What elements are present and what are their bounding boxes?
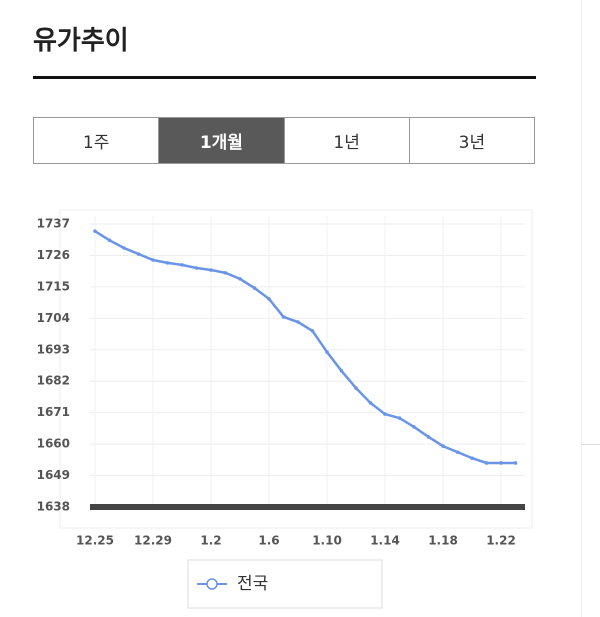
- y-tick-label: 1693: [37, 342, 70, 356]
- period-tabs: 1주 1개월 1년 3년: [33, 117, 535, 164]
- x-tick-label: 1.22: [486, 534, 516, 548]
- page-title: 유가추이: [33, 26, 129, 56]
- data-point: [296, 320, 300, 324]
- y-tick-label: 1715: [37, 279, 70, 293]
- title-rule: [33, 76, 536, 79]
- chart-frame: [59, 209, 533, 529]
- period-tab[interactable]: 3년: [408, 118, 534, 163]
- data-point: [93, 229, 97, 233]
- y-tick-label: 1704: [37, 311, 70, 325]
- data-point: [426, 435, 431, 439]
- data-point: [368, 401, 373, 405]
- data-point: [151, 258, 155, 262]
- data-point: [470, 456, 474, 460]
- x-tick-label: 12.25: [76, 534, 114, 548]
- data-point: [383, 412, 387, 416]
- data-point: [194, 266, 199, 270]
- y-tick-label: 1671: [37, 405, 70, 419]
- data-point: [499, 461, 503, 465]
- divider: [582, 444, 600, 445]
- data-point: [165, 261, 170, 265]
- data-point: [180, 263, 184, 267]
- data-point: [136, 252, 141, 256]
- x-tick-label: 1.6: [258, 534, 279, 548]
- period-tab[interactable]: 1개월: [158, 118, 284, 163]
- data-point: [325, 350, 329, 354]
- data-point: [238, 277, 242, 281]
- y-tick-label: 1737: [37, 217, 70, 231]
- data-point: [252, 286, 257, 290]
- data-point: [223, 271, 228, 275]
- x-tick-label: 1.2: [200, 534, 221, 548]
- x-tick-label: 1.10: [312, 534, 342, 548]
- legend-marker: [206, 578, 218, 590]
- period-tab[interactable]: 1주: [82, 133, 110, 153]
- data-point: [281, 315, 286, 319]
- y-tick-label: 1649: [37, 468, 70, 482]
- x-tick-label: 1.14: [370, 534, 400, 548]
- divider: [581, 0, 582, 617]
- data-point: [107, 238, 112, 243]
- series-line: [94, 230, 516, 465]
- y-tick-label: 1638: [37, 500, 70, 514]
- data-point: [310, 329, 315, 333]
- x-tick-label: 1.18: [428, 534, 458, 548]
- data-point: [513, 461, 518, 465]
- y-tick-label: 1726: [37, 248, 70, 262]
- data-point: [441, 444, 445, 448]
- legend-label: 전국: [237, 574, 268, 594]
- data-point: [455, 450, 460, 454]
- data-point: [209, 268, 213, 272]
- data-point: [397, 416, 402, 420]
- data-point: [267, 297, 271, 301]
- x-tick-label: 12.29: [134, 534, 172, 548]
- y-tick-label: 1660: [37, 437, 70, 451]
- data-point: [484, 461, 489, 465]
- data-point: [354, 386, 358, 390]
- data-point: [339, 369, 344, 373]
- period-tab[interactable]: 1년: [283, 118, 409, 163]
- data-point: [412, 425, 416, 429]
- y-tick-label: 1682: [37, 374, 70, 388]
- data-point: [122, 246, 126, 250]
